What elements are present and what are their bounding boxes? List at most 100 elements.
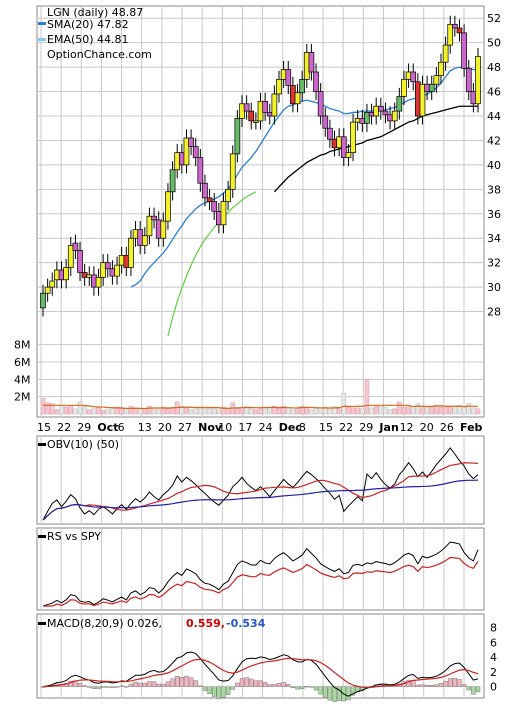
macd-histogram-bar — [137, 682, 143, 687]
candle-body — [54, 269, 60, 281]
volume-bar — [350, 407, 356, 415]
macd-tick-label: 0 — [490, 681, 497, 694]
macd-histogram-bar — [147, 681, 152, 687]
macd-histogram-bar — [424, 685, 430, 687]
macd-histogram-bar — [253, 680, 259, 687]
volume-bar — [267, 406, 273, 415]
volume-bar — [364, 379, 370, 415]
candle-body — [266, 111, 273, 117]
price-tick-label: 34 — [487, 232, 501, 245]
ema50-line — [273, 105, 479, 193]
candle-body — [160, 220, 167, 239]
volume-bar — [221, 406, 226, 415]
macd-line — [42, 651, 479, 697]
candle-body — [271, 93, 278, 117]
volume-bar — [443, 406, 448, 415]
volume-bar — [327, 407, 333, 415]
volume-bar — [151, 407, 157, 415]
macd-histogram-bar — [244, 677, 249, 687]
macd-histogram-bar — [212, 686, 217, 697]
volume-bar — [142, 408, 148, 415]
volume-tick-label: 8M — [14, 339, 31, 352]
volume-bar — [244, 405, 249, 415]
volume-bar — [248, 408, 254, 415]
volume-bar — [91, 408, 97, 415]
macd-histogram-bar — [299, 686, 305, 689]
candle-body — [141, 235, 148, 246]
macd-histogram-bar — [350, 686, 356, 696]
candle-body — [155, 219, 162, 239]
macd-histogram-bar — [188, 677, 194, 687]
macd-histogram-bar — [262, 682, 268, 687]
x-tick-label: 29 — [359, 421, 373, 434]
legend-ema: EMA(50) 44.81 — [47, 33, 129, 46]
price-tick-label: 28 — [487, 306, 501, 319]
candle-body — [327, 127, 333, 140]
candle-body — [165, 191, 171, 222]
volume-bar — [253, 409, 259, 415]
volume-tick-label: 4M — [14, 373, 31, 386]
macd-tick-label: 8 — [490, 622, 497, 635]
volume-bar — [383, 406, 388, 415]
ema50-line-early — [167, 191, 257, 337]
macd-panel-frame — [36, 613, 485, 699]
volume-bar — [304, 406, 310, 415]
volume-bar — [202, 408, 208, 415]
volume-bar — [211, 408, 217, 415]
price-tick-label: 42 — [487, 134, 501, 147]
volume-bar — [457, 405, 462, 415]
volume-bar — [258, 408, 263, 415]
macd-histogram-bar — [281, 682, 286, 687]
obv-legend-swatch — [38, 443, 46, 446]
volume-bar — [128, 405, 134, 415]
macd-histogram-bar — [175, 676, 180, 687]
macd-histogram-bar — [295, 686, 300, 690]
candle-body — [410, 71, 417, 83]
candle-body — [211, 201, 218, 212]
candle-body — [317, 91, 324, 117]
volume-bar — [45, 402, 50, 415]
rs-legend: RS vs SPY — [47, 530, 101, 543]
macd-histogram-bar — [309, 686, 314, 688]
candle-body — [229, 153, 236, 190]
indicator-panels — [40, 447, 481, 702]
x-tick-label: Nov — [198, 421, 223, 434]
volume-bar — [188, 409, 194, 415]
candle-body — [137, 229, 144, 246]
rs-ma-line — [43, 556, 479, 607]
volume-bar — [406, 405, 411, 415]
volume-bar — [387, 409, 393, 415]
volume-bar — [471, 407, 476, 415]
price-tick-label: 30 — [487, 281, 501, 294]
macd-histogram-bar — [198, 685, 203, 687]
candle-body — [377, 105, 384, 112]
candle-body — [308, 52, 315, 73]
macd-tick-label: 6 — [490, 636, 497, 649]
macd-histogram-bar — [96, 686, 101, 690]
volume-bar — [290, 409, 296, 415]
volume-average-line — [43, 404, 479, 410]
candle-body — [447, 23, 454, 46]
candle-body — [424, 83, 430, 92]
volume-bar — [100, 410, 106, 415]
macd-signal-line — [42, 657, 479, 688]
macd-histogram-bar — [235, 682, 240, 687]
macd-histogram-bar — [133, 681, 138, 687]
volume-bar — [286, 407, 291, 415]
x-tick-label: 13 — [138, 421, 152, 434]
volume-bar — [114, 406, 120, 415]
volume-bar — [50, 403, 55, 415]
volume-bars — [40, 379, 481, 415]
volume-tick-label: 6M — [14, 356, 31, 369]
grid-lines — [37, 6, 484, 698]
candle-body — [461, 32, 467, 69]
volume-bar — [466, 403, 471, 415]
volume-bar — [415, 403, 421, 415]
volume-bar — [77, 401, 83, 415]
macd-histogram-bar — [346, 686, 351, 701]
x-tick-label: Oct — [97, 421, 118, 434]
candle-body — [368, 111, 375, 117]
macd-histogram-bar — [128, 683, 134, 687]
